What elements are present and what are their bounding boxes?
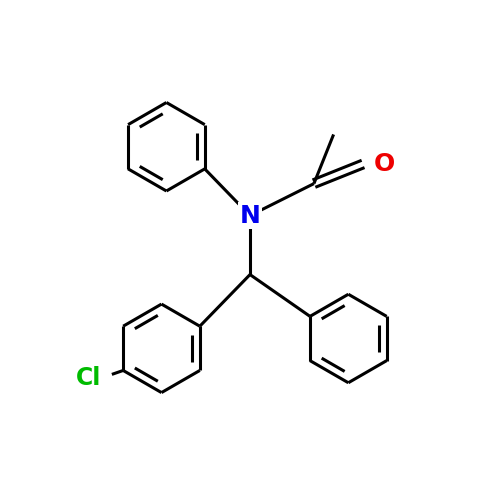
Text: O: O — [374, 152, 395, 176]
Text: Cl: Cl — [76, 366, 101, 390]
Text: N: N — [240, 204, 260, 228]
